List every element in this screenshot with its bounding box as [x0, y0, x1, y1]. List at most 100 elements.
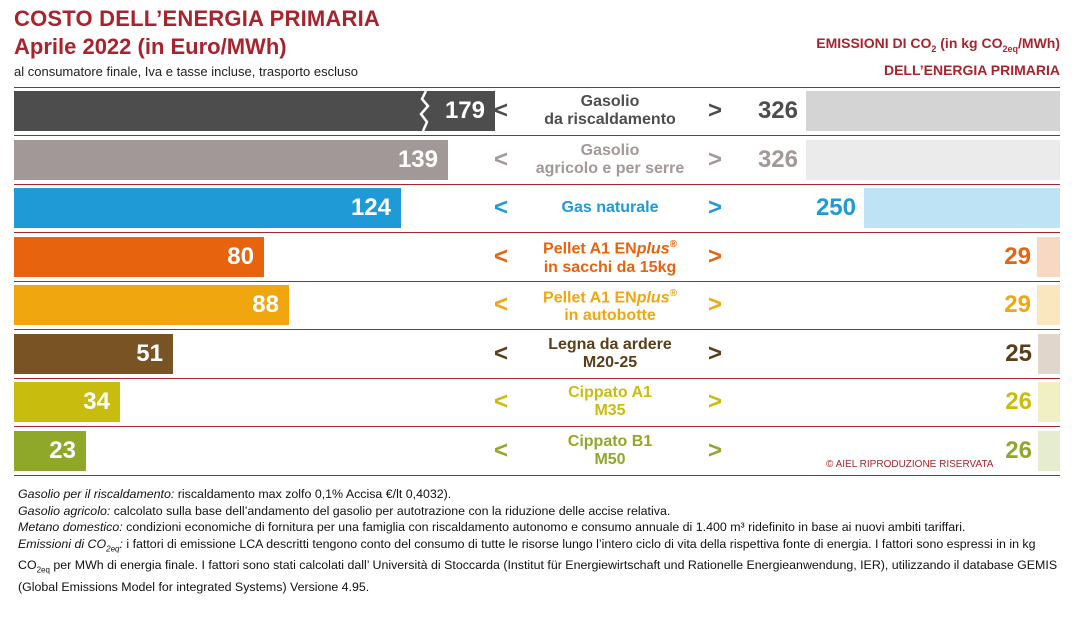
- greater-than-icon: >: [708, 388, 723, 415]
- subtitle: al consumatore finale, Iva e tasse inclu…: [14, 64, 358, 79]
- emissions-title: EMISSIONI DI CO2 (in kg CO2eq/MWh): [816, 35, 1060, 54]
- footnote-gasolio-riscaldamento: Gasolio per il riscaldamento: riscaldame…: [18, 486, 1068, 503]
- emission-bar: [806, 91, 1060, 131]
- cost-bar: [14, 333, 173, 374]
- fuel-label: Legna da ardere M20-25: [520, 334, 700, 374]
- cost-bar: [14, 236, 264, 277]
- row-separator: [14, 474, 1060, 476]
- cost-bar: [14, 285, 289, 325]
- fuel-label-line1: Gas naturale: [561, 199, 659, 216]
- cost-value: 88: [252, 291, 279, 318]
- greater-than-icon: >: [708, 291, 723, 318]
- fuel-label-line2: M50: [594, 450, 626, 468]
- greater-than-icon: >: [708, 97, 723, 124]
- less-than-icon: <: [494, 97, 509, 124]
- footnote-label: Metano domestico:: [18, 520, 123, 534]
- row-separator: [14, 377, 1060, 379]
- row-separator: [14, 183, 1060, 185]
- cost-value: 34: [83, 388, 110, 415]
- fuel-label-line1: Pellet A1 ENplus®: [543, 239, 677, 258]
- row-separator: [14, 426, 1060, 427]
- emission-value: 29: [1004, 242, 1031, 270]
- chart-row: 88 < Pellet A1 ENplus® in autobotte >29: [0, 285, 1075, 331]
- emission-bar: [806, 139, 1060, 180]
- chart-row: 23 < Cippato B1 M50 >26: [0, 430, 1075, 477]
- footnote-label-post: :: [119, 536, 123, 551]
- greater-than-icon: >: [708, 242, 723, 270]
- chart-row: 34 < Cippato A1 M35 >26: [0, 382, 1075, 428]
- footnote-text2: per MWh di energia finale. I fattori son…: [18, 558, 1058, 595]
- fuel-label-line1: Gasolio: [580, 93, 640, 110]
- footnote-label-pre: Emissioni di CO: [18, 536, 107, 551]
- emission-value: 26: [1005, 388, 1032, 415]
- fuel-label-line2: in sacchi da 15kg: [543, 258, 677, 276]
- fuel-label-line2: M20-25: [582, 353, 638, 371]
- footnote-label: Gasolio per il riscaldamento:: [18, 487, 175, 501]
- emissions-title-post: /MWh): [1018, 35, 1060, 51]
- emission-bar: [1037, 285, 1060, 325]
- chart-row: 139 < Gasolio agricolo e per serre >326: [0, 139, 1075, 186]
- footnote-text: riscaldamento max zolfo 0,1% Accisa €/lt…: [174, 487, 452, 501]
- cost-bar: [14, 382, 120, 422]
- greater-than-icon: >: [708, 339, 723, 367]
- emission-bar: [1037, 236, 1060, 277]
- chart-top-rule: [14, 87, 1060, 88]
- less-than-icon: <: [494, 436, 509, 464]
- less-than-icon: <: [494, 388, 509, 415]
- fuel-label: Cippato A1 M35: [520, 382, 700, 422]
- emission-value: 326: [757, 97, 798, 124]
- row-separator: [14, 329, 1060, 330]
- less-than-icon: <: [494, 291, 509, 318]
- chart-row: 80 < Pellet A1 ENplus® in sacchi da 15kg >29: [0, 236, 1075, 283]
- emission-value: 29: [1004, 291, 1031, 318]
- row-separator: [14, 280, 1060, 282]
- title-line2: Aprile 2022 (in Euro/MWh): [14, 34, 287, 59]
- fuel-label: Pellet A1 ENplus® in autobotte: [520, 285, 700, 325]
- greater-than-icon: >: [708, 145, 723, 173]
- fuel-label-line1: Cippato A1: [568, 384, 652, 401]
- fuel-label: Gasolio da riscaldamento: [520, 91, 700, 131]
- fuel-label-line2: M35: [594, 402, 626, 419]
- cost-value: 80: [227, 242, 254, 270]
- emission-bar: [1038, 382, 1060, 422]
- footnote-text: condizioni economiche di fornitura per u…: [122, 520, 966, 534]
- cost-value: 23: [49, 436, 76, 464]
- emissions-title-line2: DELL’ENERGIA PRIMARIA: [883, 62, 1060, 78]
- cost-value: 179: [444, 97, 485, 124]
- greater-than-icon: >: [708, 436, 723, 464]
- footnote-emissioni: Emissioni di CO2eq: i fattori di emissio…: [18, 536, 1068, 596]
- emissions-title-pre: EMISSIONI DI CO: [816, 35, 932, 51]
- copyright: © AIEL RIPRODUZIONE RISERVATA: [826, 459, 994, 470]
- footnote-label-sub: 2eq: [106, 543, 120, 553]
- footnote-gasolio-agricolo: Gasolio agricolo: calcolato sulla base d…: [18, 503, 1068, 520]
- emission-bar: [864, 188, 1060, 228]
- fuel-label-line1: Legna da ardere: [548, 335, 672, 353]
- footnote-label: Emissioni di CO2eq:: [18, 536, 123, 553]
- cost-bar: [14, 91, 495, 131]
- footnote-text-sub: 2eq: [36, 565, 50, 575]
- emissions-title-sub2: 2eq: [1002, 43, 1019, 54]
- emission-bar: [1038, 333, 1060, 374]
- cost-value: 124: [350, 194, 391, 221]
- chart-row: 51 < Legna da ardere M20-25 >25: [0, 333, 1075, 380]
- row-separator: [14, 232, 1060, 233]
- cost-bar: [14, 139, 448, 180]
- less-than-icon: <: [494, 339, 509, 367]
- fuel-label-line1: Gasolio: [580, 141, 640, 159]
- footnote-text: calcolato sulla base dell’andamento del …: [110, 503, 671, 518]
- fuel-label: Gasolio agricolo e per serre: [520, 140, 700, 180]
- chart-row: 179 < Gasolio da riscaldamento >326: [0, 91, 1075, 137]
- fuel-label: Cippato B1 M50: [520, 431, 700, 471]
- emissions-title-sub: 2: [931, 43, 937, 54]
- fuel-label: Pellet A1 ENplus® in sacchi da 15kg: [520, 237, 700, 277]
- axis-break-icon: [419, 91, 430, 131]
- cost-value: 51: [136, 339, 163, 367]
- emission-value: 26: [1005, 436, 1032, 464]
- fuel-label-line1: Pellet A1 ENplus®: [543, 287, 677, 307]
- footnote-text1: i fattori di emissione LCA descritti ten…: [18, 536, 1036, 573]
- emission-value: 250: [815, 194, 856, 221]
- chart-row: 124 < Gas naturale >250: [0, 188, 1075, 234]
- footnote-label: Gasolio agricolo:: [18, 503, 111, 518]
- cost-bar: [14, 430, 86, 471]
- less-than-icon: <: [494, 242, 509, 270]
